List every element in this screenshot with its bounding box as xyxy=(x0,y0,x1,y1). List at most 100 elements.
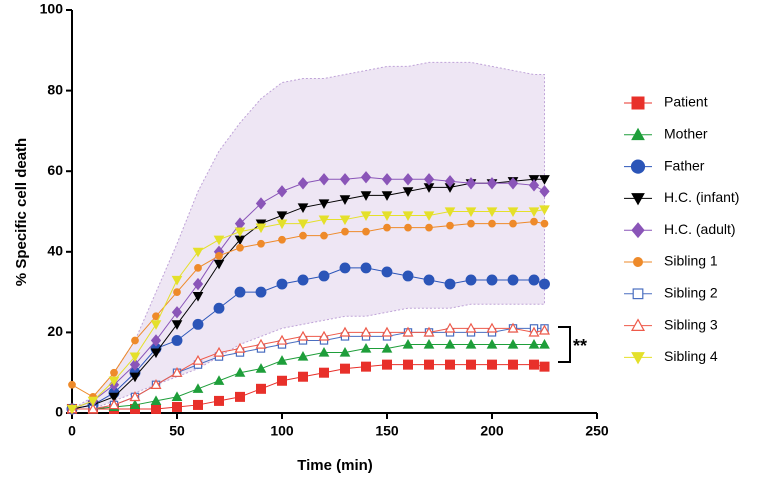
marker xyxy=(297,219,309,230)
marker xyxy=(507,207,519,218)
marker xyxy=(255,223,267,234)
marker xyxy=(173,288,181,296)
marker xyxy=(446,221,454,230)
marker xyxy=(150,320,162,330)
marker xyxy=(213,302,225,314)
marker xyxy=(297,274,309,286)
marker xyxy=(234,367,246,377)
marker xyxy=(192,318,204,330)
marker xyxy=(467,219,475,228)
marker xyxy=(528,179,540,192)
marker xyxy=(402,211,414,222)
y-tick-label: 20 xyxy=(47,323,63,339)
marker xyxy=(276,211,288,222)
marker xyxy=(66,404,78,415)
marker xyxy=(402,187,414,197)
marker xyxy=(403,359,413,370)
marker xyxy=(360,262,372,274)
marker xyxy=(297,203,309,213)
marker xyxy=(234,227,246,238)
marker xyxy=(630,318,646,331)
marker xyxy=(256,383,266,394)
marker xyxy=(234,342,246,353)
x-axis-title: Time (min) xyxy=(297,457,373,474)
marker xyxy=(215,251,223,260)
marker xyxy=(539,278,550,290)
marker xyxy=(213,235,225,246)
marker xyxy=(631,193,645,206)
marker xyxy=(488,219,496,228)
marker xyxy=(339,215,351,226)
marker xyxy=(486,322,498,333)
marker xyxy=(299,231,307,240)
marker xyxy=(631,222,645,239)
marker xyxy=(360,171,372,184)
marker xyxy=(68,380,76,389)
marker xyxy=(528,207,540,218)
marker xyxy=(361,361,371,372)
marker xyxy=(276,185,288,198)
marker xyxy=(171,391,183,401)
marker xyxy=(129,372,141,383)
marker xyxy=(402,326,414,337)
legend-label: H.C. (adult) xyxy=(664,221,736,237)
marker xyxy=(487,359,497,370)
marker xyxy=(129,391,141,402)
marker xyxy=(214,395,224,406)
marker xyxy=(444,278,456,290)
marker xyxy=(150,334,162,347)
marker xyxy=(360,191,372,201)
marker xyxy=(298,371,308,382)
marker xyxy=(276,334,288,345)
marker xyxy=(235,391,245,402)
marker xyxy=(341,227,349,236)
marker xyxy=(530,217,538,226)
marker xyxy=(539,338,550,349)
marker xyxy=(507,322,519,333)
marker xyxy=(528,326,540,337)
marker xyxy=(319,367,329,378)
marker xyxy=(360,211,372,222)
marker xyxy=(255,197,267,210)
marker xyxy=(404,223,412,232)
marker xyxy=(129,358,141,371)
marker xyxy=(318,173,330,186)
marker xyxy=(465,207,477,218)
marker xyxy=(423,274,435,286)
marker xyxy=(381,266,393,278)
legend-label: Mother xyxy=(664,126,708,142)
marker xyxy=(131,336,139,345)
marker xyxy=(276,355,288,365)
marker xyxy=(382,359,392,370)
x-tick-label: 150 xyxy=(375,423,399,439)
marker xyxy=(255,338,267,349)
marker xyxy=(381,191,393,201)
marker xyxy=(234,286,246,298)
marker xyxy=(193,399,203,410)
marker xyxy=(528,338,540,349)
marker xyxy=(257,239,265,248)
marker xyxy=(423,211,435,222)
marker xyxy=(87,396,99,407)
marker xyxy=(110,368,118,377)
marker xyxy=(444,322,456,333)
marker xyxy=(339,173,351,186)
marker xyxy=(276,278,288,290)
marker xyxy=(236,243,244,252)
marker xyxy=(339,195,351,205)
marker xyxy=(486,177,498,190)
marker xyxy=(277,375,287,386)
marker xyxy=(172,401,182,412)
marker xyxy=(171,275,183,286)
marker xyxy=(423,326,435,337)
marker xyxy=(423,173,435,186)
marker xyxy=(213,259,225,270)
marker xyxy=(151,403,161,414)
marker xyxy=(339,347,351,357)
marker xyxy=(381,342,393,353)
marker xyxy=(631,96,645,110)
marker xyxy=(339,262,351,274)
marker xyxy=(108,399,120,410)
marker xyxy=(192,247,204,258)
